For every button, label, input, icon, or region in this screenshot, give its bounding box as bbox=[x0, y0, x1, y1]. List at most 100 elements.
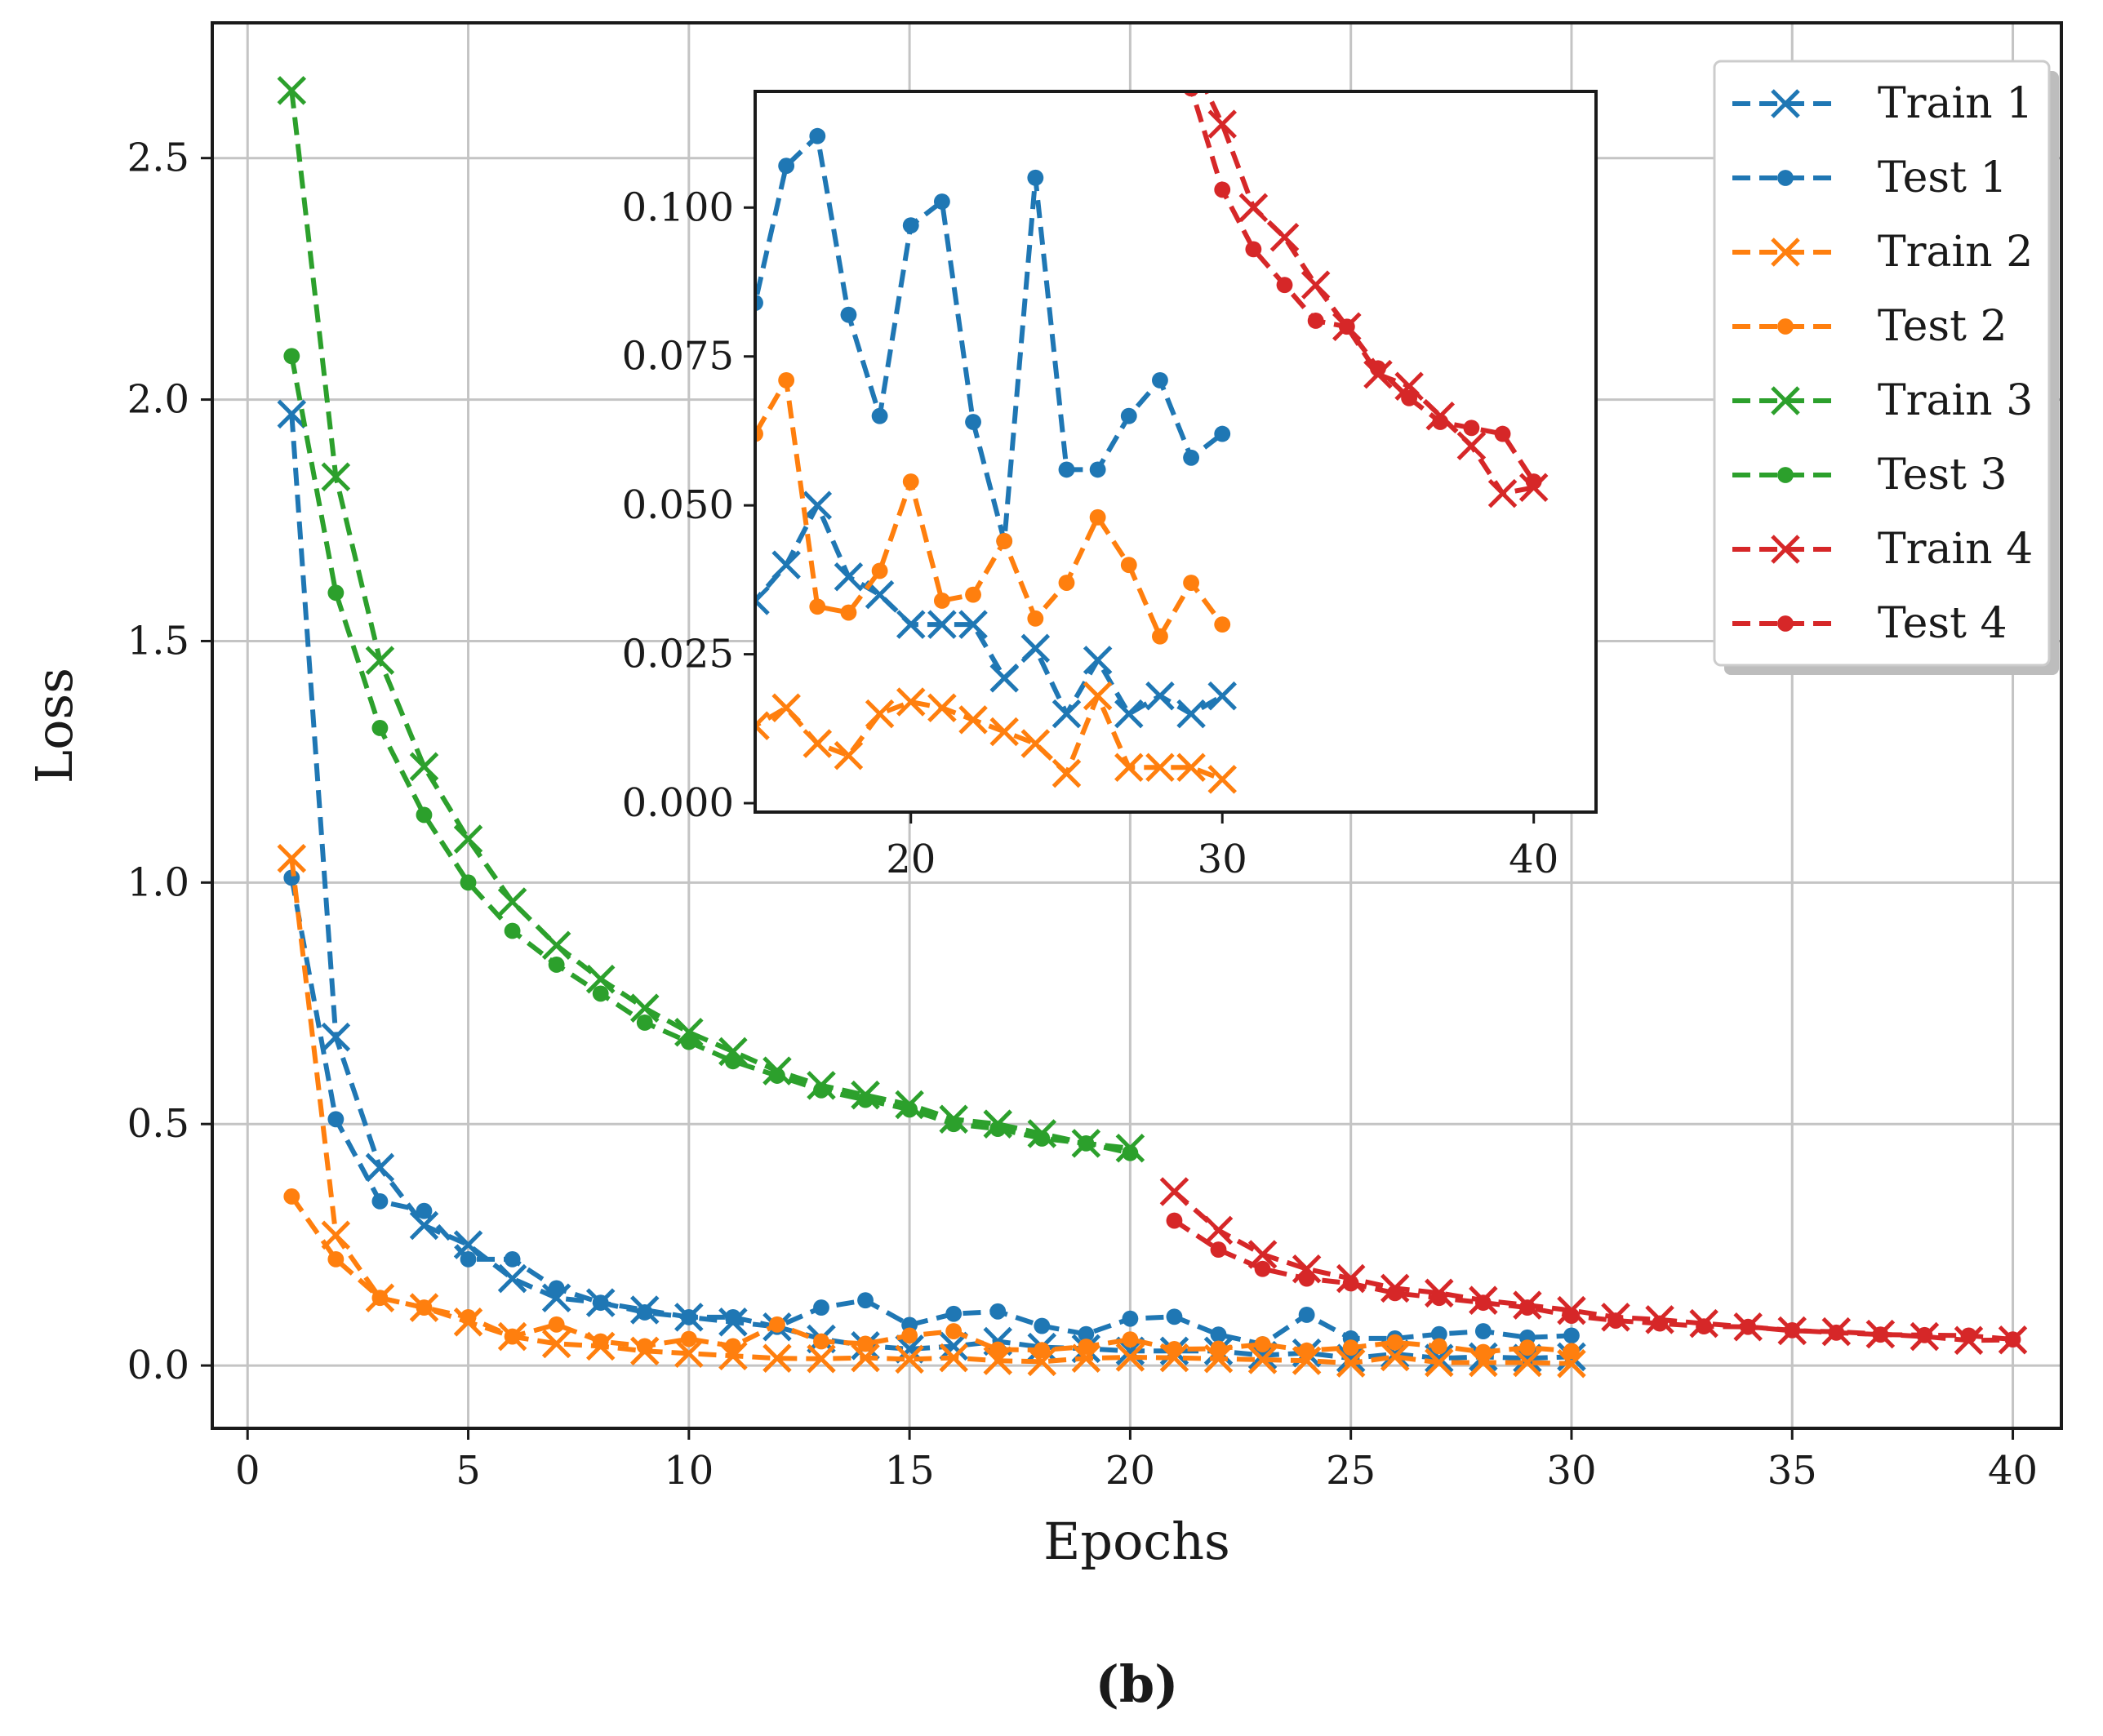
main-x-ticks: 0 5 10 15 20 25 30 35 40 bbox=[235, 1428, 2038, 1494]
legend-entry-test-2: Test 2 bbox=[1732, 302, 2007, 351]
inset-point-train-2 bbox=[1020, 729, 1051, 758]
legend-marker-test-2 bbox=[1777, 318, 1794, 335]
main-point-test-2 bbox=[724, 1338, 741, 1355]
main-point-test-3 bbox=[371, 720, 389, 736]
inset-point-test-1 bbox=[755, 295, 763, 311]
inset-point-train-2 bbox=[834, 740, 864, 770]
inset-point-test-1 bbox=[871, 407, 888, 424]
main-point-test-2 bbox=[1342, 1339, 1359, 1356]
main-point-test-3 bbox=[283, 348, 300, 365]
inset-point-test-2 bbox=[840, 604, 857, 621]
inset-point-test-1 bbox=[809, 127, 826, 144]
main-series-test-4 bbox=[1166, 1212, 2021, 1348]
main-point-test-2 bbox=[945, 1323, 963, 1339]
main-point-test-2 bbox=[1034, 1342, 1051, 1359]
inset-point-test-1 bbox=[1152, 372, 1168, 388]
main-point-train-2 bbox=[1557, 1348, 1586, 1379]
main-plot-frame bbox=[211, 21, 2063, 1430]
inset-point-test-2 bbox=[933, 593, 950, 609]
main-point-train-1 bbox=[409, 1210, 439, 1241]
main-point-train-1 bbox=[321, 1022, 351, 1052]
inset-point-test-2 bbox=[1027, 610, 1044, 627]
main-point-train-3 bbox=[321, 462, 351, 492]
legend-label-train-2: Train 2 bbox=[1878, 228, 2033, 277]
main-point-train-2 bbox=[541, 1329, 571, 1359]
inset-point-test-4 bbox=[1307, 313, 1324, 329]
inset-point-test-2 bbox=[809, 598, 826, 615]
inset-point-test-1 bbox=[1027, 169, 1044, 186]
legend: Train 1 Test 1 Train 2 Test 2 Train 3 Test 3 T… bbox=[1713, 60, 2059, 675]
main-point-train-3 bbox=[277, 76, 307, 105]
main-point-test-4 bbox=[1784, 1321, 1801, 1339]
inset-point-train-4 bbox=[1487, 478, 1518, 508]
main-point-test-3 bbox=[636, 1015, 653, 1031]
inset-point-test-2 bbox=[755, 425, 763, 442]
x-tick-label: 20 bbox=[1105, 1448, 1155, 1494]
main-line-train-2 bbox=[289, 858, 1572, 1366]
main-point-test-1 bbox=[460, 1250, 477, 1268]
inset-point-test-2 bbox=[1089, 508, 1106, 526]
main-point-train-2 bbox=[1469, 1348, 1498, 1378]
x-tick-label: 30 bbox=[1546, 1448, 1596, 1494]
inset-point-train-4 bbox=[1238, 193, 1269, 223]
main-point-test-4 bbox=[1740, 1318, 1757, 1335]
main-point-test-2 bbox=[416, 1299, 433, 1316]
main-line-test-3 bbox=[289, 355, 1132, 1156]
main-point-test-1 bbox=[371, 1192, 389, 1210]
main-line-train-4 bbox=[1172, 1189, 2013, 1343]
main-point-test-1 bbox=[1122, 1310, 1139, 1327]
main-point-train-3 bbox=[629, 993, 660, 1023]
main-point-test-2 bbox=[680, 1330, 697, 1348]
inset-point-train-4 bbox=[1147, 0, 1173, 12]
inset-point-train-2 bbox=[958, 705, 988, 735]
main-point-train-2 bbox=[1425, 1348, 1454, 1378]
legend-label-test-4: Test 4 bbox=[1878, 599, 2007, 648]
inset-point-test-2 bbox=[1120, 557, 1137, 574]
inset-point-train-2 bbox=[989, 717, 1019, 747]
main-point-train-1 bbox=[277, 399, 307, 429]
main-series-test-2 bbox=[283, 1188, 1580, 1361]
main-point-train-1 bbox=[497, 1263, 527, 1294]
y-tick-label: 2.5 bbox=[127, 135, 189, 181]
main-point-test-3 bbox=[327, 584, 345, 602]
main-point-test-1 bbox=[1078, 1325, 1095, 1343]
main-point-train-2 bbox=[1292, 1346, 1322, 1375]
main-series-test-3 bbox=[283, 348, 1139, 1161]
main-point-train-2 bbox=[895, 1344, 924, 1374]
main-point-train-2 bbox=[1513, 1348, 1542, 1378]
main-point-test-1 bbox=[1166, 1308, 1183, 1325]
legend-items: Train 1 Test 1 Train 2 Test 2 Train 3 Test 3 T… bbox=[1732, 79, 2033, 648]
inset-point-train-2 bbox=[1114, 753, 1144, 783]
main-point-train-2 bbox=[1071, 1343, 1101, 1373]
legend-label-train-4: Train 4 bbox=[1878, 525, 2033, 574]
inset-point-test-2 bbox=[871, 562, 888, 579]
main-point-test-2 bbox=[1430, 1338, 1447, 1355]
inset-point-test-4 bbox=[1432, 414, 1449, 430]
legend-marker-train-3 bbox=[1771, 386, 1800, 415]
main-point-test-1 bbox=[504, 1250, 521, 1268]
main-point-test-2 bbox=[1166, 1341, 1183, 1357]
inset-series-train-2 bbox=[755, 681, 1237, 794]
inset-point-test-4 bbox=[1370, 360, 1386, 377]
main-point-test-4 bbox=[1298, 1270, 1315, 1287]
main-point-test-1 bbox=[327, 1111, 345, 1128]
inset-point-test-2 bbox=[1152, 628, 1168, 645]
main-point-test-1 bbox=[1210, 1326, 1227, 1343]
main-point-test-1 bbox=[1430, 1325, 1447, 1343]
inset-point-test-1 bbox=[933, 193, 950, 210]
inset-point-test-4 bbox=[1401, 389, 1418, 406]
inset-plot-area bbox=[755, 91, 1596, 812]
main-point-test-2 bbox=[1518, 1339, 1536, 1356]
inset-point-train-1 bbox=[927, 610, 957, 639]
main-point-test-4 bbox=[1342, 1275, 1359, 1292]
main-point-test-2 bbox=[1563, 1343, 1580, 1360]
inset-point-test-1 bbox=[1120, 407, 1137, 424]
main-point-test-2 bbox=[1254, 1336, 1271, 1352]
main-point-train-3 bbox=[585, 964, 616, 994]
main-point-test-1 bbox=[1298, 1307, 1315, 1323]
y-axis-title: Loss bbox=[24, 668, 84, 784]
main-y-ticks: 0.0 0.5 1.0 1.5 2.0 2.5 bbox=[127, 135, 212, 1388]
main-point-train-2 bbox=[1380, 1342, 1410, 1372]
main-point-test-4 bbox=[2004, 1331, 2021, 1348]
